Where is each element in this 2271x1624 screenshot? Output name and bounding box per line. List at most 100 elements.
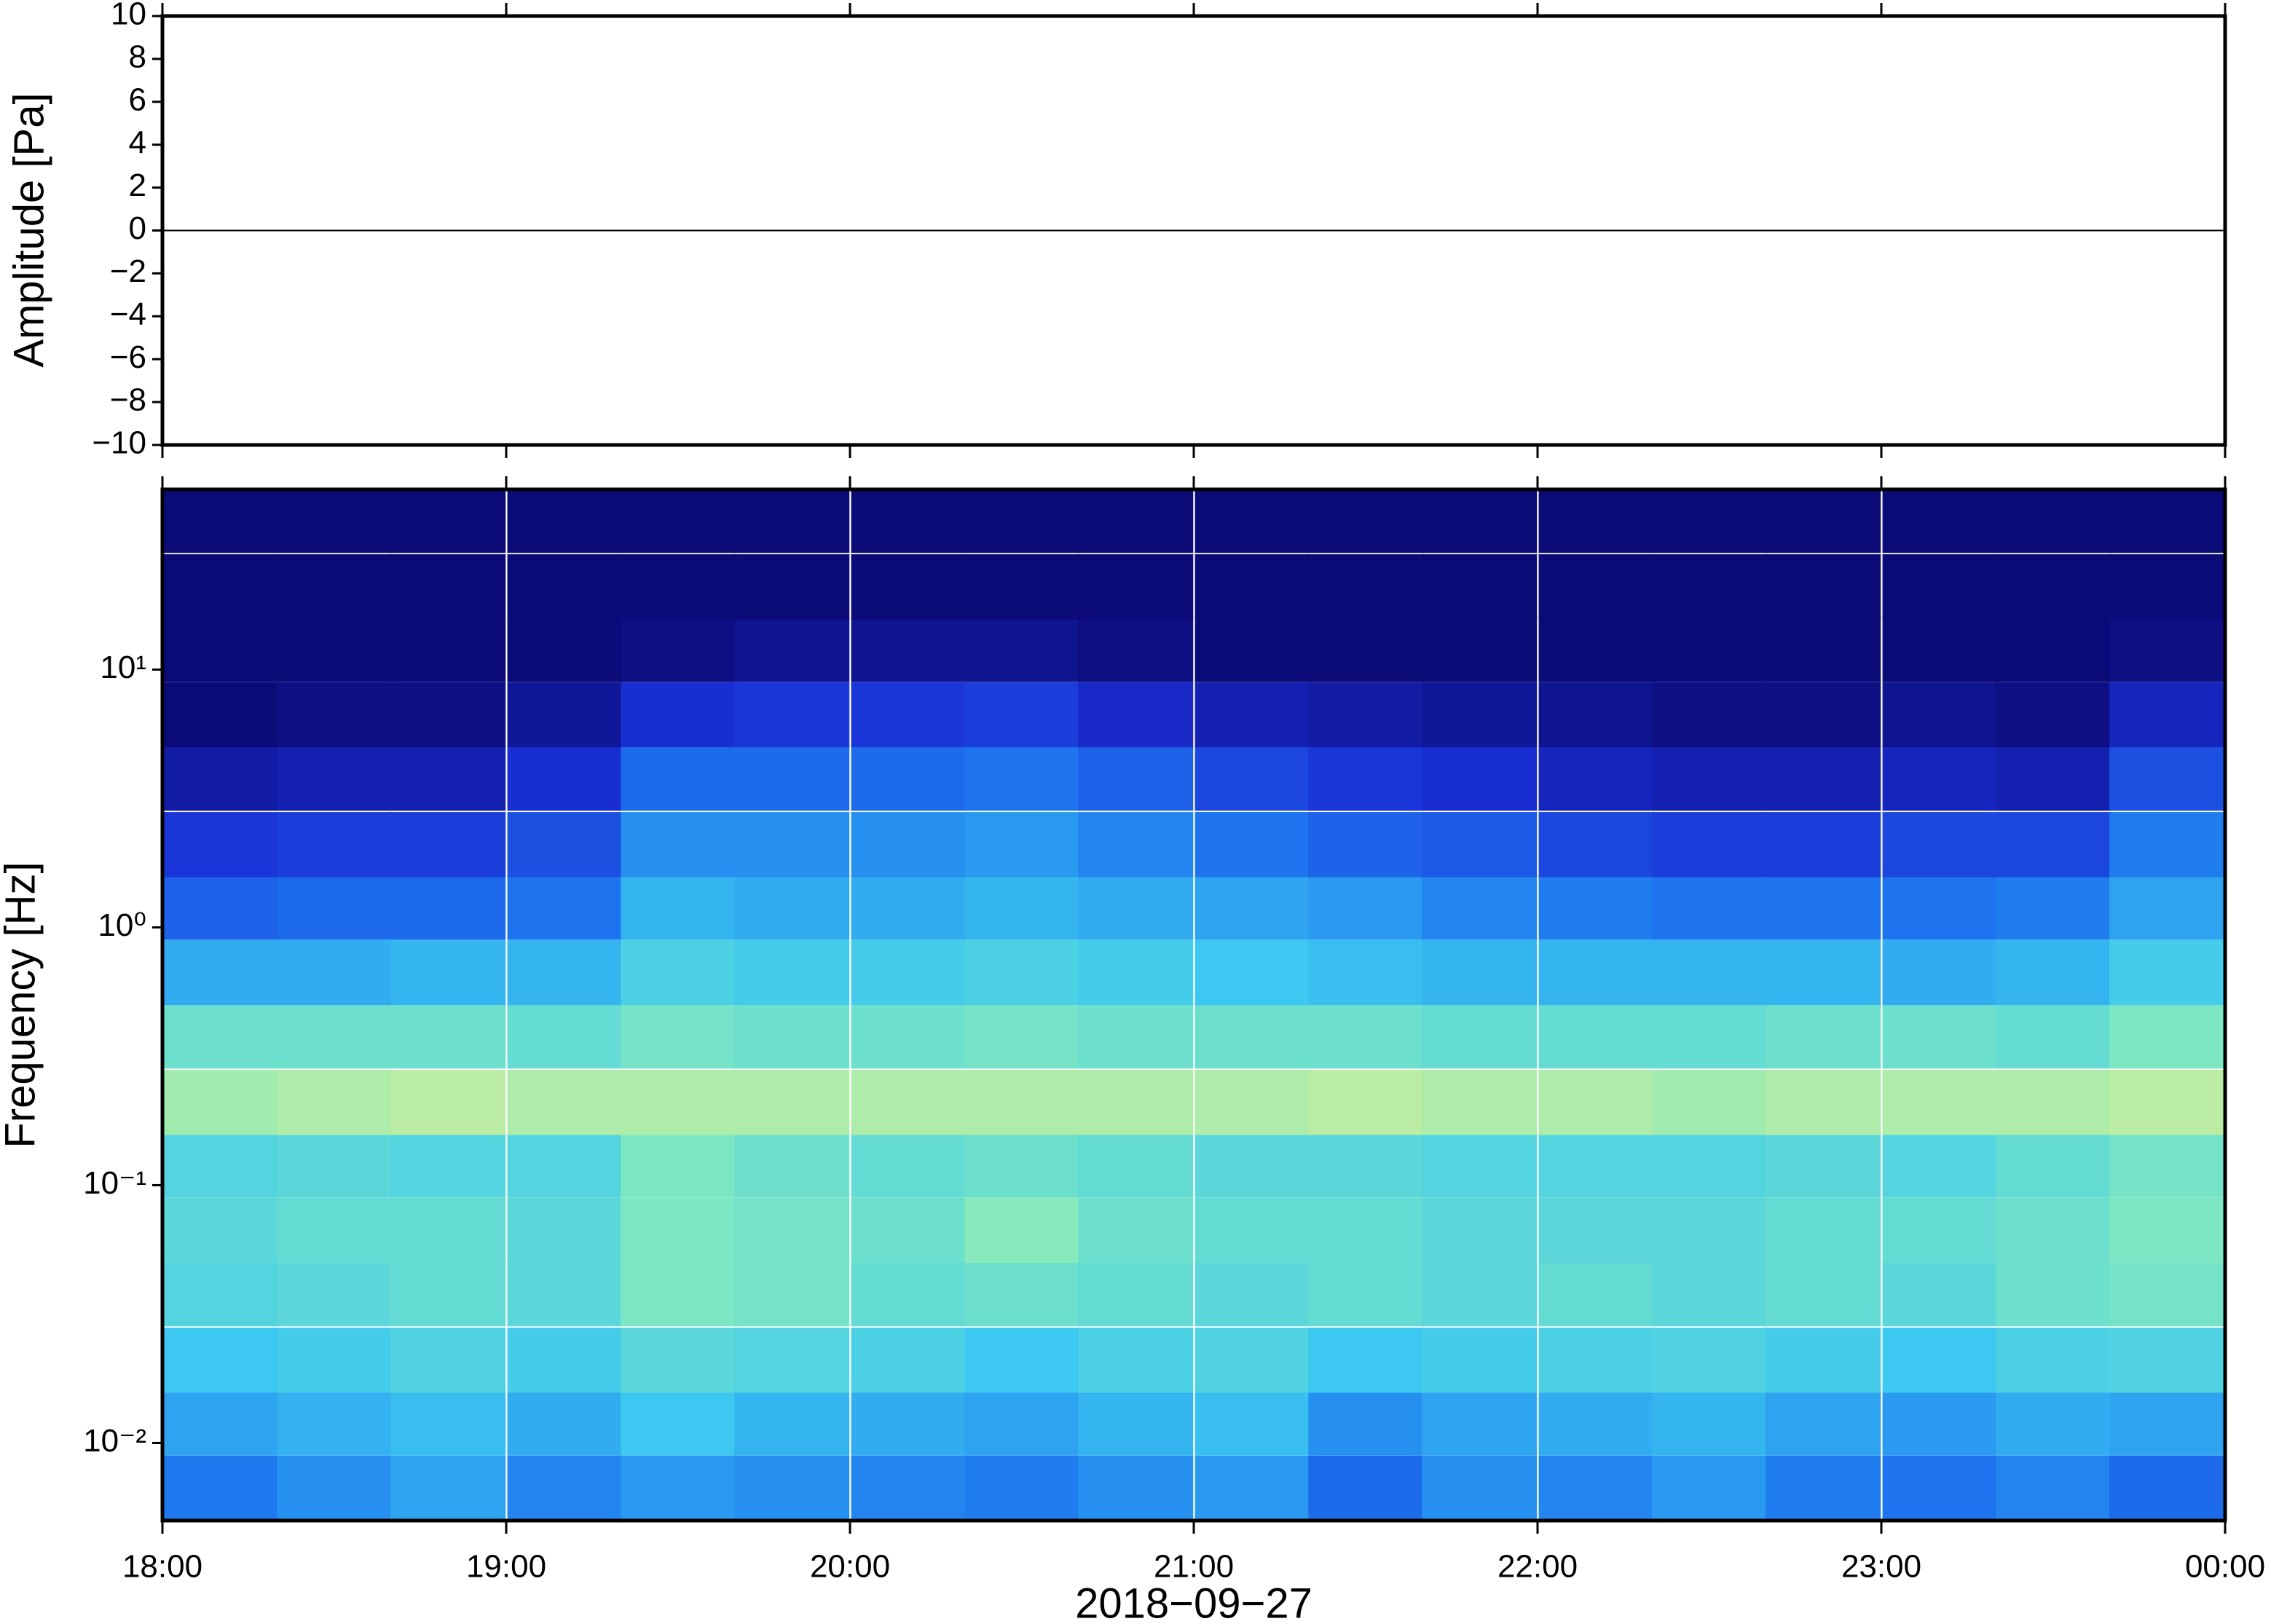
spectrogram-cell [163, 875, 279, 940]
spectrogram-cell [1308, 1261, 1424, 1327]
spectrogram-cell [1652, 682, 1768, 748]
x-tick-label: 18:00 [122, 1549, 202, 1585]
spectrogram-cell [621, 489, 736, 553]
spectrogram-cell [1538, 939, 1654, 1006]
spectrogram-cell [964, 875, 1080, 940]
spectrogram-cell [390, 1328, 506, 1393]
spectrogram-cell [964, 812, 1080, 878]
spectrogram-cell [390, 745, 506, 811]
y-tick-label: −10 [92, 425, 146, 461]
x-tick-label: 20:00 [810, 1549, 890, 1585]
spectrogram-cell [163, 812, 279, 878]
spectrogram-cell [1538, 554, 1654, 620]
spectrogram-cell [390, 554, 506, 620]
x-tick-label: 00:00 [2185, 1549, 2265, 1585]
spectrogram-cell [1194, 1328, 1310, 1393]
spectrogram-cell [1766, 489, 1881, 553]
spectrogram-cell [507, 1390, 623, 1456]
spectrogram-cell [1538, 617, 1654, 682]
spectrogram-cell [163, 489, 279, 553]
spectrogram-cell [1766, 1328, 1881, 1393]
spectrogram-cell [1766, 1455, 1881, 1521]
spectrogram-cell [851, 554, 967, 620]
spectrogram-cell [1996, 489, 2111, 553]
spectrogram-cell [1308, 745, 1424, 811]
spectrogram-cell [1422, 617, 1538, 682]
spectrogram-cell [390, 875, 506, 940]
spectrogram-cell [1538, 1261, 1654, 1327]
spectrogram-cell [1538, 1132, 1654, 1198]
spectrogram-cell [2109, 682, 2225, 748]
x-axis-title: 2018−09−27 [1075, 1580, 1312, 1624]
spectrogram-cell [507, 1132, 623, 1198]
spectrogram-cell [851, 1132, 967, 1198]
spectrogram-cell [277, 939, 393, 1006]
spectrogram-cell [1538, 1003, 1654, 1069]
y-tick-label: 10⁰ [98, 907, 146, 943]
spectrogram-cell [1996, 1455, 2111, 1521]
spectrogram-cell [1652, 489, 1768, 553]
spectrogram-cell [734, 1003, 850, 1069]
spectrogram-cell [1308, 489, 1424, 553]
y-tick-label: 10¹ [100, 650, 146, 685]
spectrogram-cell [964, 682, 1080, 748]
spectrogram-cell [1078, 745, 1194, 811]
spectrogram-cell [1882, 1390, 1998, 1456]
spectrogram-cell [1422, 1003, 1538, 1069]
y-tick-label: 4 [129, 125, 146, 160]
y-tick-label: 0 [129, 210, 146, 246]
spectrogram-cell [1882, 1261, 1998, 1327]
spectrogram-cell [621, 1261, 736, 1327]
spectrogram-cell [1308, 939, 1424, 1006]
x-tick-label: 23:00 [1841, 1549, 1921, 1585]
x-tick-label: 21:00 [1154, 1549, 1234, 1585]
y-tick-label: 10⁻¹ [83, 1165, 146, 1201]
spectrogram-cell [2109, 1261, 2225, 1327]
spectrogram-cell [1194, 682, 1310, 748]
spectrogram-cell [277, 1197, 393, 1264]
spectrogram-cell [163, 939, 279, 1006]
spectrogram-cell [851, 1261, 967, 1327]
spectrogram-cell [1766, 617, 1881, 682]
spectrogram-cell [1882, 489, 1998, 553]
spectrogram-cell [277, 812, 393, 878]
spectrogram-cell [390, 812, 506, 878]
spectrogram-cell [507, 875, 623, 940]
spectrogram-cell [851, 1070, 967, 1135]
spectrogram-cell [1308, 1132, 1424, 1198]
spectrogram-cell [507, 554, 623, 620]
spectrogram-cell [507, 682, 623, 748]
spectrogram-cell [851, 489, 967, 553]
spectrogram-cell [507, 745, 623, 811]
spectrogram-cell [1882, 875, 1998, 940]
spectrogram-cell [1194, 554, 1310, 620]
spectrogram-cell [964, 1070, 1080, 1135]
spectrogram-cell [964, 1328, 1080, 1393]
spectrogram-cell [964, 1197, 1080, 1264]
spectrogram-cell [1538, 1455, 1654, 1521]
spectrogram-cell [1194, 939, 1310, 1006]
spectrogram-cell [277, 1261, 393, 1327]
spectrogram-cell [1882, 1132, 1998, 1198]
spectrogram-cell [1078, 1003, 1194, 1069]
spectrogram-cell [277, 617, 393, 682]
spectrogram-cell [621, 939, 736, 1006]
spectrogram-cell [734, 489, 850, 553]
spectrogram-cell [1308, 875, 1424, 940]
spectrogram-cell [1996, 745, 2111, 811]
spectrogram-cell [2109, 1390, 2225, 1456]
spectrogram-cell [507, 489, 623, 553]
spectrogram-cell [1308, 1070, 1424, 1135]
spectrogram-cell [1882, 1328, 1998, 1393]
spectrogram-cell [1996, 812, 2111, 878]
spectrogram-cell [390, 1455, 506, 1521]
spectrogram-cell [2109, 1003, 2225, 1069]
spectrogram-cell [1078, 554, 1194, 620]
spectrogram-cell [734, 1132, 850, 1198]
spectrogram-cell [1308, 1390, 1424, 1456]
spectrogram-cell [390, 617, 506, 682]
spectrogram-cell [1652, 812, 1768, 878]
spectrogram-cell [1078, 1070, 1194, 1135]
spectrogram-cell [2109, 554, 2225, 620]
